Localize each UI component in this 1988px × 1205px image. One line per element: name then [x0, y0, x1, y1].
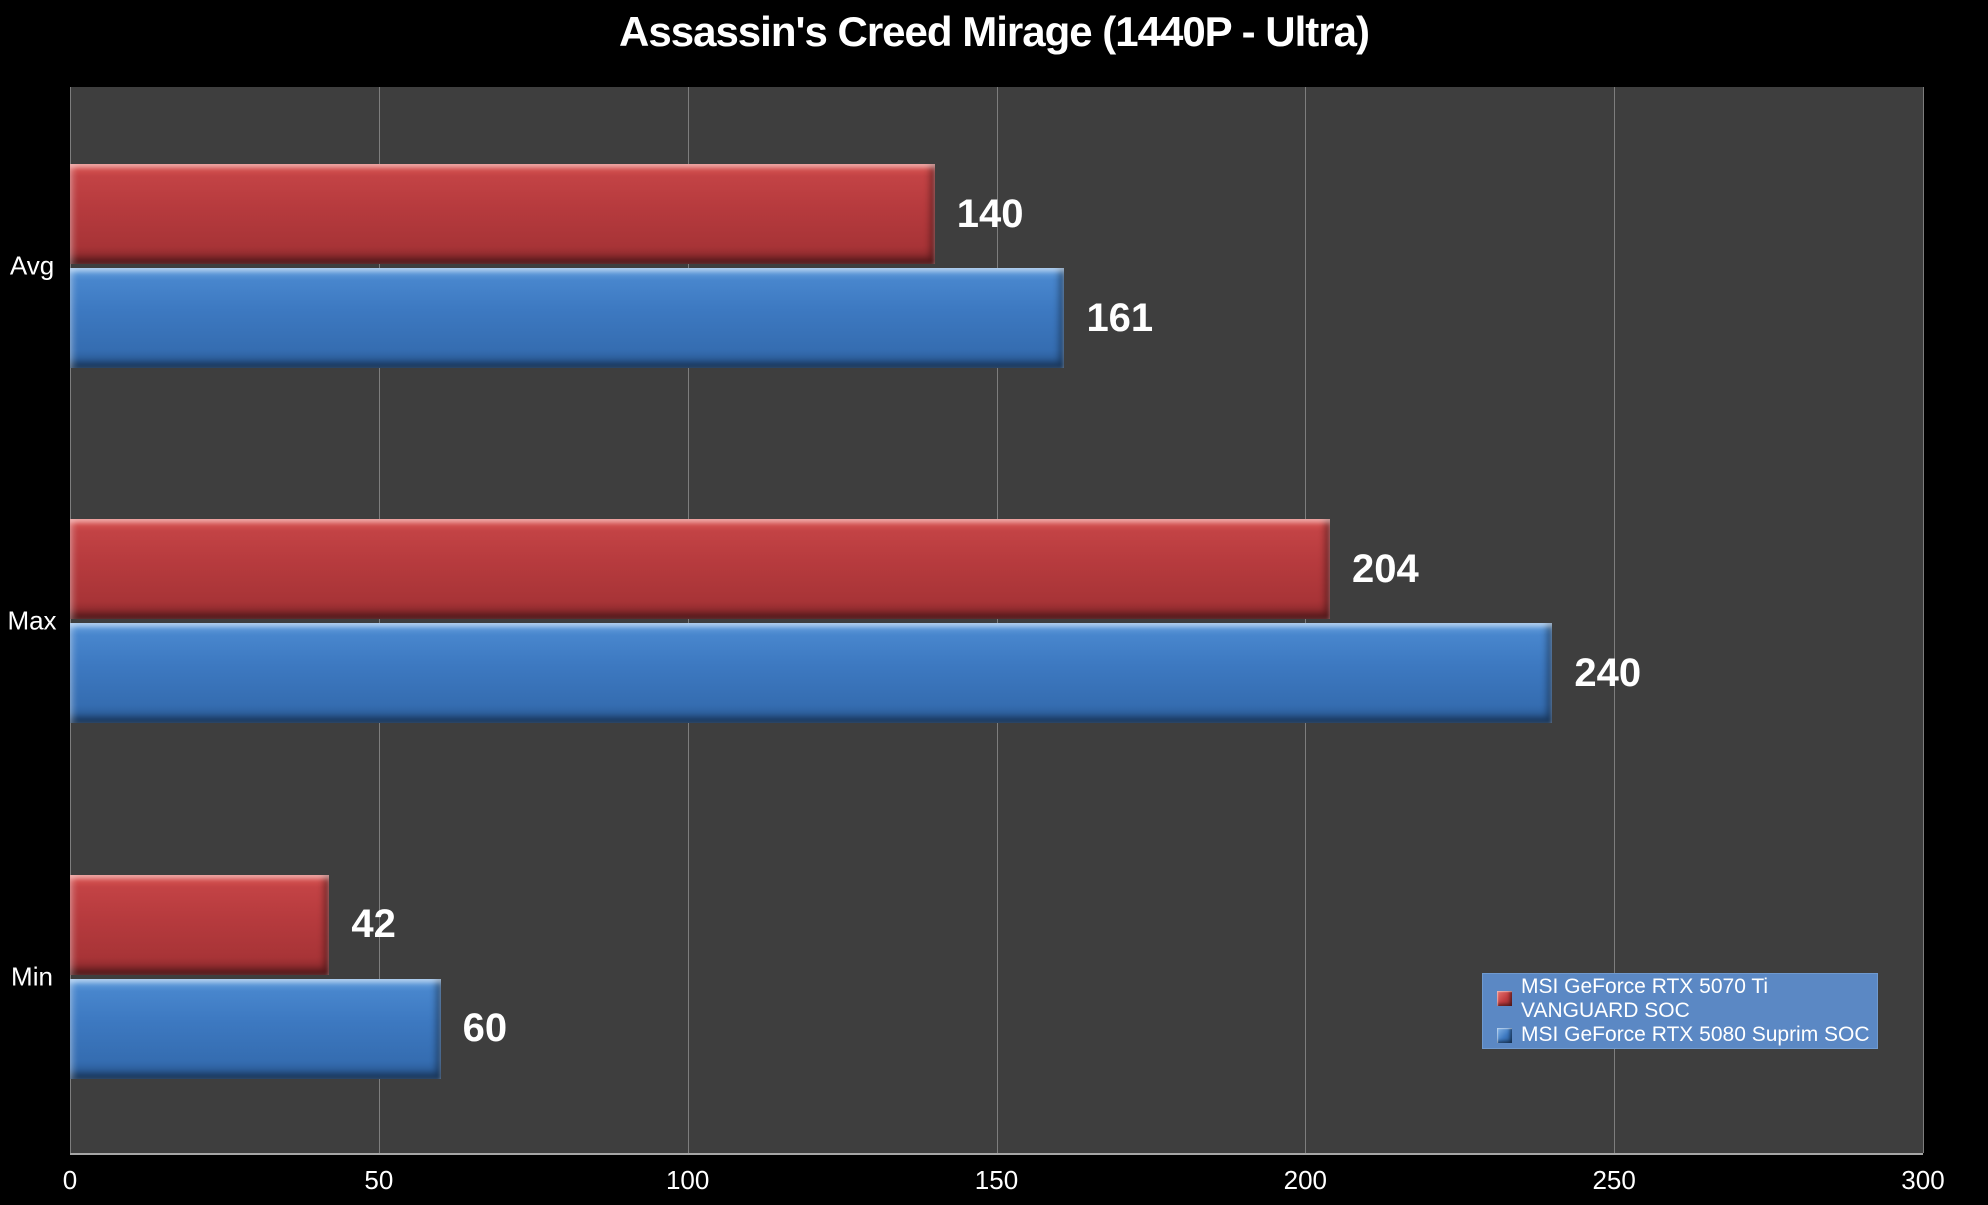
x-tick-label: 300: [1901, 1165, 1945, 1195]
bar-row: 161: [70, 268, 1923, 368]
x-tick-label: 100: [665, 1165, 710, 1195]
legend-marker-red-icon: [1497, 991, 1512, 1007]
x-tick-label: 250: [1592, 1165, 1636, 1195]
bar-value-label: 204: [1352, 546, 1419, 591]
gridline: [996, 87, 998, 1153]
legend-label-5070ti: MSI GeForce RTX 5070 Ti VANGUARD SOC: [1521, 974, 1769, 1022]
gridline: [1614, 87, 1616, 1153]
x-tick-label: 150: [974, 1165, 1019, 1195]
x-tick-label: 200: [1283, 1165, 1328, 1195]
legend-label-5080: MSI GeForce RTX 5080 Suprim SOC: [1521, 1023, 1870, 1047]
gridline: [1305, 87, 1307, 1153]
bar-row: 140: [70, 164, 1923, 264]
bar-blue-max: [70, 623, 1553, 724]
x-tick-label: 0: [62, 1165, 78, 1195]
bar-row: 204: [70, 519, 1923, 620]
plot-area: Avg 140 161 Max 204 240 Min 42 60 0 50 100 150 200 250…: [7, 87, 1945, 1195]
legend-marker-blue-icon: [1497, 1027, 1512, 1043]
gridline: [378, 87, 380, 1153]
x-tick-label: 50: [364, 1165, 394, 1195]
bar-row: 60: [70, 978, 1923, 1079]
legend-item-5080: MSI GeForce RTX 5080 Suprim SOC: [1497, 1023, 1877, 1047]
bar-red-avg: [70, 164, 935, 264]
category-label-min: Min: [11, 961, 53, 992]
bar-value-label: 60: [462, 1006, 508, 1051]
category-label-avg: Avg: [9, 250, 55, 281]
bar-row: 240: [70, 623, 1923, 724]
bar-value-label: 161: [1086, 295, 1154, 340]
legend: MSI GeForce RTX 5070 Ti VANGUARD SOC MSI…: [1482, 973, 1878, 1049]
category-label-max: Max: [7, 605, 57, 636]
bar-red-max: [70, 519, 1331, 620]
gridline: [70, 87, 71, 1153]
bar-blue-avg: [70, 268, 1065, 368]
chart-title: Assassin's Creed Mirage (1440P - Ultra): [619, 8, 1370, 55]
bar-row: 42: [70, 874, 1923, 975]
bar-value-label: 140: [956, 191, 1024, 236]
gridline: [687, 87, 689, 1153]
bar-blue-min: [70, 978, 441, 1079]
bar-value-label: 42: [351, 902, 396, 947]
bar-red-min: [70, 874, 330, 975]
bar-value-label: 240: [1574, 650, 1642, 695]
legend-item-5070ti: MSI GeForce RTX 5070 Ti VANGUARD SOC: [1497, 975, 1877, 1023]
gridline: [1923, 87, 1924, 1153]
